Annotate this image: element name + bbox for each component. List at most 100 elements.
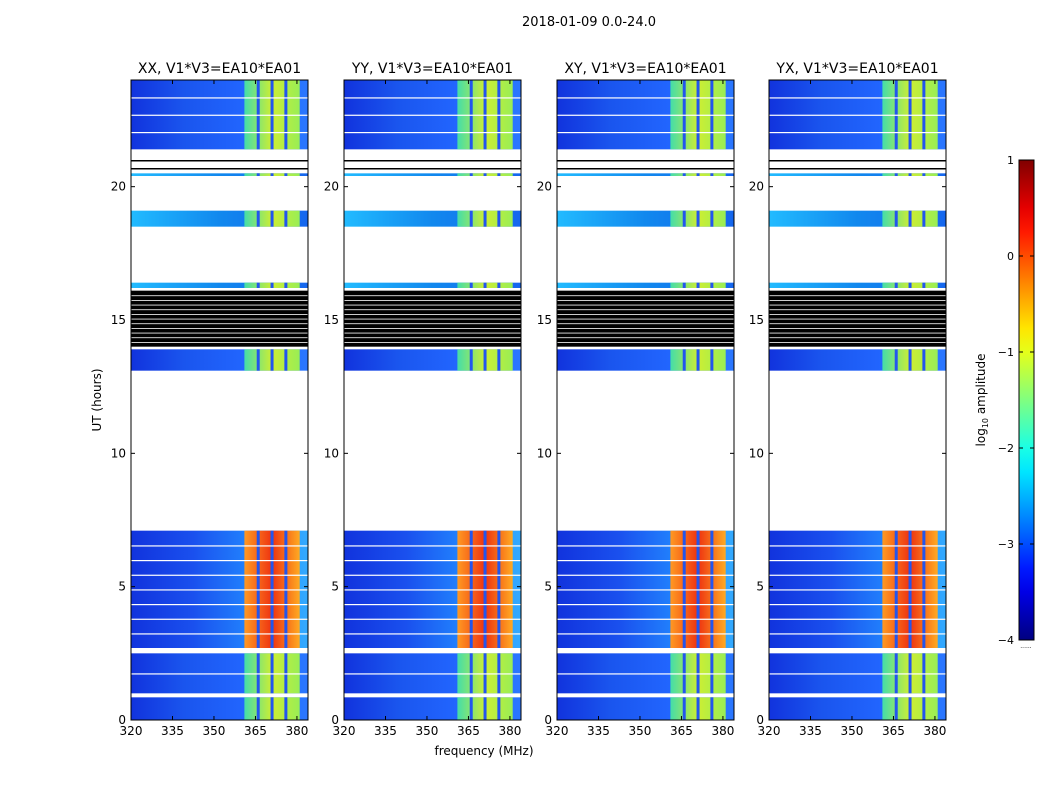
x-tick-label: 335 [374,724,397,738]
channel-gap [497,697,501,720]
separator-line [131,160,308,162]
colorbar-tick-label: 1 [1007,154,1014,167]
y-tick-label: 15 [749,313,764,327]
flagged-line [344,328,521,329]
channel-gap [682,349,686,371]
x-tick-label: 350 [841,724,864,738]
flagged-line [557,300,734,301]
flagged-line [557,295,734,297]
dropout-line [344,633,521,635]
y-tick-label: 10 [749,446,764,460]
channel-gap [256,173,260,176]
channel-gap [922,697,926,720]
y-tick-label: 10 [111,446,126,460]
panel-frame [130,79,309,721]
flagged-line [769,304,946,306]
y-tick-label: 20 [537,180,552,194]
y-tick-label: 5 [118,580,126,594]
flagged-line [769,314,946,315]
flagged-line [131,314,308,315]
dropout-line [557,574,734,576]
channel-gap [908,282,912,288]
channel-gap [696,173,700,176]
dropout-line [557,589,734,591]
colorbar-tick-label: −1 [998,346,1014,359]
separator-line [344,168,521,170]
data-segment [131,282,308,288]
x-tick-label: 320 [333,724,356,738]
flagged-line [344,314,521,315]
y-tick-label: 20 [749,180,764,194]
dropout-line [769,545,946,547]
channel-gap [908,349,912,371]
channel-gap [284,173,288,176]
panel-title: XY, V1*V3=EA10*EA01 [564,61,726,77]
flagged-line [344,332,521,334]
channel-gap [469,697,473,720]
separator-line [769,160,946,162]
panel-title: XX, V1*V3=EA10*EA01 [138,61,301,77]
channel-gap [270,282,274,288]
colorbar-tick-label: −3 [998,538,1014,551]
dropout-line [131,633,308,635]
x-tick-label: 320 [546,724,569,738]
dropout-line [131,618,308,620]
dropout-line [131,97,308,99]
flagged-line [344,309,521,311]
channel-gap [497,282,501,288]
channel-gap [710,173,714,176]
separator-line [769,168,946,170]
dropout-line [131,132,308,134]
channel-gap [682,282,686,288]
panels-group: XX, V1*V3=EA10*EA01 320 335 350 365 380 0 5 10 15… [111,61,947,738]
separator-line [557,168,734,170]
panel-yy: YY, V1*V3=EA10*EA01 320 335 350 365 380 0 5 10 15… [324,61,522,738]
channel-gap [270,697,274,720]
y-tick-label: 5 [331,580,339,594]
channel-gap [894,282,898,288]
channel-gap [497,210,501,227]
channel-gap [284,210,288,227]
flagged-line [557,328,734,329]
channel-gap [922,173,926,176]
x-tick-label: 350 [416,724,439,738]
dropout-line [344,560,521,562]
dropout-line [131,574,308,576]
figure-suptitle: 2018-01-09 0.0-24.0 [522,15,656,30]
x-tick-label: 380 [285,724,308,738]
channel-gap [922,282,926,288]
channel-gap [710,210,714,227]
channel-gap [894,349,898,371]
y-tick-label: 20 [324,180,339,194]
dropout-line [557,114,734,116]
dropout-line [769,673,946,675]
x-tick-label: 380 [923,724,946,738]
flagged-line [131,304,308,306]
x-tick-label: 335 [161,724,184,738]
flagged-line [344,295,521,297]
dropout-line [344,673,521,675]
y-tick-label: 0 [756,713,764,727]
y-tick-label: 0 [331,713,339,727]
dropout-line [769,97,946,99]
flagged-line [769,323,946,325]
dropout-line [557,633,734,635]
y-tick-label: 15 [537,313,552,327]
channel-gap [483,173,487,176]
channel-gap [469,173,473,176]
dropout-line [769,633,946,635]
channel-gap [710,697,714,720]
dropout-line [344,604,521,606]
channel-gap [922,210,926,227]
colorbar-tick-label: 0 [1007,250,1014,263]
flagged-line [557,332,734,334]
channel-gap [894,173,898,176]
channel-gap [469,210,473,227]
channel-gap [696,697,700,720]
flagged-line [131,342,308,343]
x-tick-label: 380 [711,724,734,738]
x-tick-label: 320 [120,724,143,738]
data-segment [769,282,946,288]
channel-gap [270,173,274,176]
dropout-line [769,114,946,116]
